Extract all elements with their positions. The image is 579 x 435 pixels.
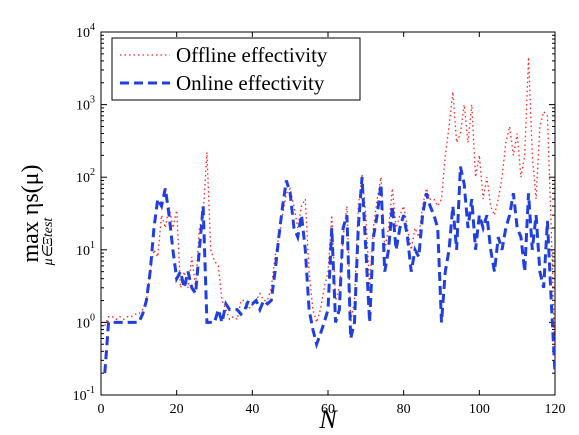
y-tick-label: 101 bbox=[76, 240, 95, 259]
x-tick-label: 40 bbox=[245, 402, 259, 417]
legend-box bbox=[111, 37, 361, 101]
legend-label: Offline effectivity bbox=[176, 43, 328, 67]
x-tick-label: 60 bbox=[321, 402, 335, 417]
x-tick-label: 20 bbox=[170, 402, 184, 417]
legend-label: Online effectivity bbox=[176, 71, 325, 95]
x-tick-label: 80 bbox=[397, 402, 411, 417]
y-axis-label-sub: μ∈Ξtest bbox=[41, 217, 56, 267]
y-tick-label: 104 bbox=[76, 22, 95, 41]
y-tick-label: 10-1 bbox=[73, 385, 95, 404]
y-tick-label: 100 bbox=[76, 312, 95, 331]
y-axis-label-group: max ηs(μ)μ∈Ξtest bbox=[18, 164, 56, 266]
x-axis-label: N bbox=[318, 405, 338, 434]
y-tick-label: 103 bbox=[76, 95, 95, 114]
x-tick-label: 100 bbox=[469, 402, 490, 417]
x-tick-label: 120 bbox=[545, 402, 566, 417]
series-line bbox=[103, 166, 555, 374]
x-tick-label: 0 bbox=[98, 402, 105, 417]
y-tick-label: 102 bbox=[76, 167, 95, 186]
y-axis-label: max ηs(μ) bbox=[18, 164, 44, 262]
